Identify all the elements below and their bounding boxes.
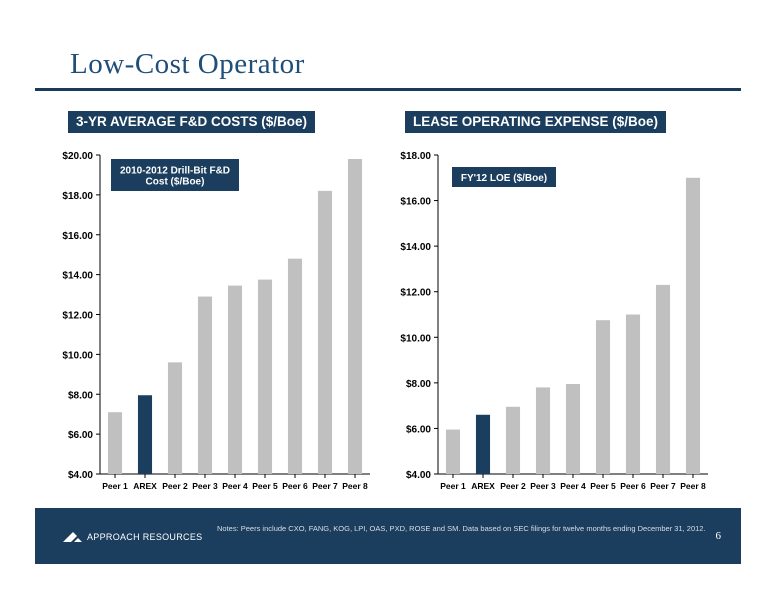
y-tick-label: $14.00 — [400, 242, 431, 253]
x-tick-label: Peer 2 — [162, 481, 188, 491]
y-tick-label: $6.00 — [68, 430, 93, 441]
x-tick-label: Peer 7 — [650, 481, 676, 491]
legend-label: Cost ($/Boe) — [146, 177, 205, 188]
bar-peer-7 — [655, 284, 671, 474]
x-tick-label: AREX — [471, 481, 495, 491]
x-tick-label: Peer 8 — [342, 481, 368, 491]
page-title: Low-Cost Operator — [70, 48, 305, 80]
bar-peer-5 — [595, 320, 611, 474]
y-tick-label: $10.00 — [400, 333, 431, 344]
x-tick-label: Peer 1 — [440, 481, 466, 491]
x-tick-label: Peer 3 — [192, 481, 218, 491]
x-tick-label: Peer 8 — [680, 481, 706, 491]
legend-box — [452, 167, 556, 187]
y-tick-label: $14.00 — [62, 271, 93, 282]
legend-label: FY'12 LOE ($/Boe) — [461, 173, 547, 184]
bar-peer-2 — [167, 362, 183, 474]
x-tick-label: Peer 5 — [252, 481, 278, 491]
bar-peer-3 — [197, 296, 213, 474]
fd-cost-chart: $4.00 $6.00 $8.00 $10.00 $12.00 $14.00 $16.00 $… — [62, 151, 370, 491]
y-tick-label: $16.00 — [400, 197, 431, 208]
y-tick-label: $18.00 — [62, 191, 93, 202]
approach-logo-icon — [63, 532, 82, 542]
bar-peer-2 — [505, 406, 521, 474]
title-divider — [35, 88, 741, 91]
bar-peer-4 — [227, 285, 243, 474]
x-tick-label: Peer 2 — [500, 481, 526, 491]
bar-peer-7 — [317, 190, 333, 474]
legend-label: 2010-2012 Drill-Bit F&D — [120, 166, 230, 177]
bar-peer-1 — [107, 412, 123, 474]
bar-peer-6 — [625, 314, 641, 474]
y-tick-label: $6.00 — [406, 424, 431, 435]
x-tick-label: Peer 1 — [102, 481, 128, 491]
y-tick-label: $8.00 — [406, 379, 431, 390]
bar-arex — [137, 395, 153, 474]
y-tick-label: $16.00 — [62, 231, 93, 242]
bar-peer-3 — [535, 387, 551, 474]
bar-peer-8 — [685, 177, 701, 474]
bar-peer-5 — [257, 279, 273, 474]
bar-arex — [475, 414, 491, 474]
x-tick-label: Peer 7 — [312, 481, 338, 491]
bar-peer-4 — [565, 383, 581, 474]
x-tick-label: Peer 4 — [560, 481, 586, 491]
y-tick-label: $12.00 — [62, 311, 93, 322]
x-tick-label: Peer 5 — [590, 481, 616, 491]
y-tick-label: $4.00 — [68, 470, 93, 481]
y-tick-label: $20.00 — [62, 151, 93, 162]
x-tick-label: Peer 4 — [222, 481, 248, 491]
y-tick-label: $10.00 — [62, 350, 93, 361]
footnote: Notes: Peers include CXO, FANG, KOG, LPI… — [217, 524, 706, 533]
legend-box — [111, 159, 239, 191]
x-tick-label: Peer 6 — [282, 481, 308, 491]
x-tick-label: AREX — [133, 481, 157, 491]
y-tick-label: $12.00 — [400, 288, 431, 299]
brand-name: APPROACH RESOURCES — [87, 532, 203, 542]
x-tick-label: Peer 6 — [620, 481, 646, 491]
y-tick-label: $18.00 — [400, 151, 431, 162]
y-tick-label: $4.00 — [406, 470, 431, 481]
x-tick-label: Peer 3 — [530, 481, 556, 491]
bar-peer-6 — [287, 258, 303, 474]
y-tick-label: $8.00 — [68, 390, 93, 401]
bar-peer-8 — [347, 158, 363, 475]
page-number: 6 — [715, 530, 722, 542]
bar-peer-1 — [445, 429, 461, 474]
loe-chart: $4.00 $6.00 $8.00 $10.00 $12.00 $14.00 $16.00 $… — [400, 151, 708, 491]
footer-bar: Notes: Peers include CXO, FANG, KOG, LPI… — [35, 508, 741, 564]
chart-2-header: LEASE OPERATING EXPENSE ($/Boe) — [405, 111, 667, 133]
chart-1-header: 3-YR AVERAGE F&D COSTS ($/Boe) — [68, 111, 316, 133]
